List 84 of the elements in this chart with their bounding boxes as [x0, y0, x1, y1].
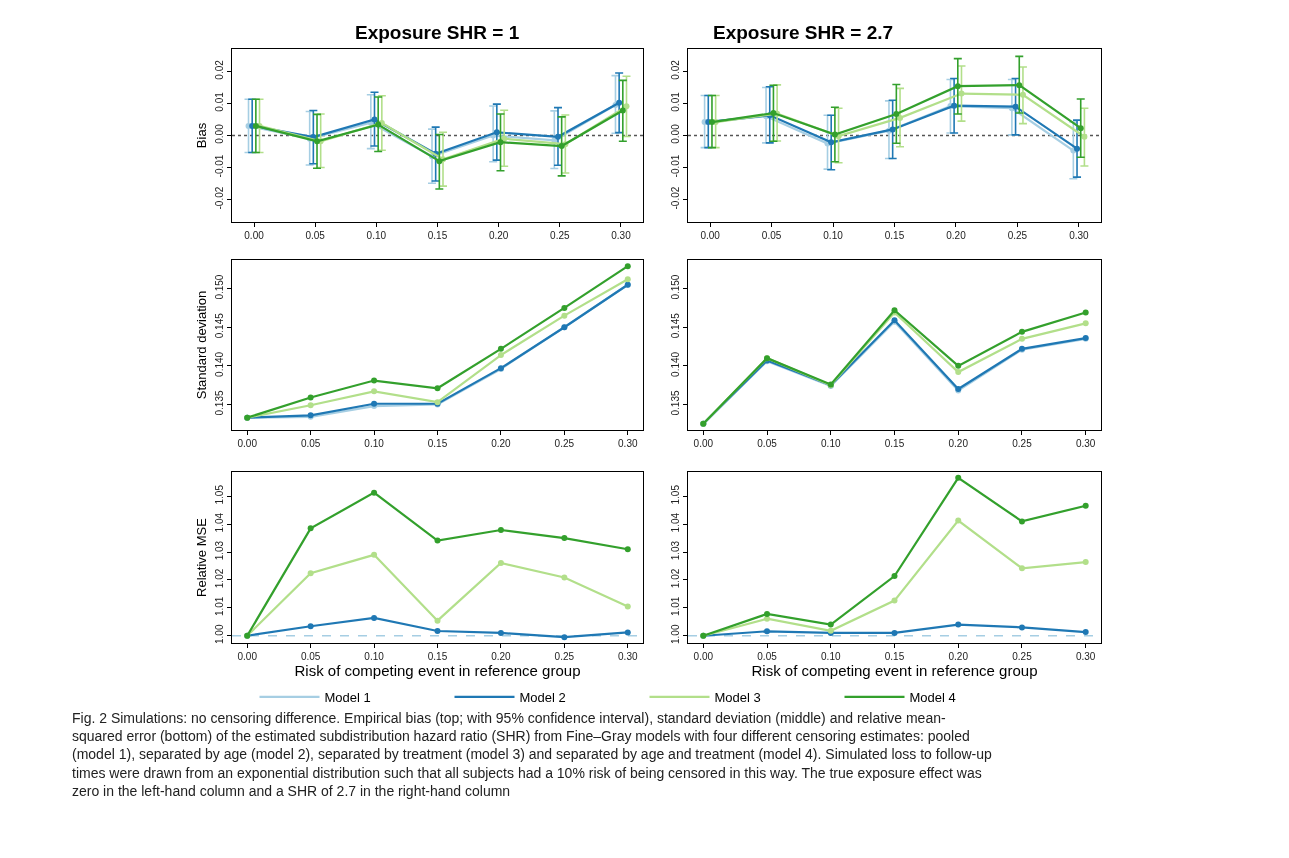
- y-tick-label: 1.00: [670, 624, 681, 644]
- x-tick-label: 0.10: [366, 230, 387, 241]
- x-tick-label: 0.10: [821, 651, 841, 662]
- y-tick-label: 0.00: [214, 123, 225, 144]
- y-tick-label: 1.04: [214, 512, 225, 533]
- x-tick-label: 0.25: [1007, 230, 1028, 241]
- y-tick-label: 0.145: [670, 312, 681, 339]
- y-tick-label: 0.02: [670, 59, 681, 80]
- y-tick-label: -0.02: [214, 186, 225, 210]
- y-tick-label: -0.01: [214, 154, 225, 178]
- chart-title: Exposure SHR = 2.7: [713, 22, 894, 43]
- legend-label: Model 4: [909, 690, 956, 706]
- y-tick-label: 1.05: [670, 484, 681, 505]
- x-tick-label: 0.30: [1075, 438, 1096, 449]
- x-tick-label: 0.20: [488, 230, 509, 241]
- caption: Fig. 2 Simulations: no censoring difference. Empirical bias (top; with 95% confidence interval), standard deviation (middle) and relative mean-squared error (bottom) of the estimated subdistribution hazard ratio (SHR) from Fine–Gray models with four different censoring estimates: pooled (model 1), separated by age (model 2), separated by treatment (model 3) and separated by age and treatment (model 4). Simulated loss to follow-up times were drawn from an exponential distribution such that all subjects had a 10% risk of being censored in this way. The true exposure effect was zero in the left-hand column and a SHR of 2.7 in the right-hand column: [72, 710, 993, 799]
- y-axis-title: Bias: [193, 122, 209, 149]
- legend-label: Model 2: [519, 690, 566, 706]
- x-tick-label: 0.30: [618, 438, 638, 449]
- x-tick-label: 0.05: [300, 651, 321, 662]
- y-tick-label: 1.05: [214, 484, 225, 505]
- y-tick-label: 1.03: [670, 540, 681, 561]
- x-tick-label: 0.20: [491, 651, 512, 662]
- x-tick-label: 0.20: [491, 438, 512, 449]
- x-tick-label: 0.30: [611, 230, 632, 241]
- x-tick-label: 0.10: [821, 438, 841, 449]
- y-tick-label: -0.01: [670, 154, 681, 178]
- x-tick-label: 0.10: [364, 651, 385, 662]
- x-tick-label: 0.05: [305, 230, 326, 241]
- x-axis-title: Risk of competing event in reference group: [294, 662, 581, 679]
- x-tick-label: 0.05: [757, 438, 778, 449]
- x-tick-label: 0.30: [1075, 651, 1096, 662]
- x-tick-label: 0.05: [761, 230, 782, 241]
- y-tick-label: 0.140: [214, 351, 225, 377]
- y-tick-label: 0.00: [670, 123, 681, 144]
- y-tick-label: 0.150: [214, 274, 225, 300]
- x-tick-label: 0.25: [1012, 438, 1033, 449]
- x-tick-label: 0.25: [550, 230, 570, 241]
- y-axis-title: Standard deviation: [193, 290, 209, 400]
- x-tick-label: 0.00: [693, 651, 714, 662]
- x-tick-label: 0.20: [948, 651, 969, 662]
- chart-title: Exposure SHR = 1: [355, 22, 520, 43]
- y-tick-label: 0.01: [670, 91, 681, 112]
- y-tick-label: 0.135: [670, 390, 681, 416]
- y-tick-label: 0.02: [214, 59, 225, 80]
- x-tick-label: 0.15: [884, 230, 905, 241]
- x-tick-label: 0.25: [1012, 651, 1033, 662]
- x-tick-label: 0.25: [554, 651, 575, 662]
- x-tick-label: 0.20: [946, 230, 967, 241]
- x-tick-label: 0.30: [1069, 230, 1090, 241]
- y-tick-label: 0.150: [670, 274, 681, 300]
- x-tick-label: 0.00: [244, 230, 265, 241]
- legend-label: Model 3: [714, 690, 761, 706]
- x-tick-label: 0.00: [693, 438, 714, 449]
- y-tick-label: 1.00: [214, 624, 225, 644]
- x-tick-label: 0.30: [618, 651, 638, 662]
- y-tick-label: 1.02: [670, 568, 681, 589]
- x-tick-label: 0.00: [237, 438, 258, 449]
- y-tick-label: 0.145: [214, 312, 225, 339]
- x-tick-label: 0.25: [554, 438, 575, 449]
- x-axis-title: Risk of competing event in reference group: [751, 662, 1038, 679]
- y-axis-title: Relative MSE: [193, 517, 209, 597]
- y-tick-label: 0.135: [214, 390, 225, 416]
- legend-label: Model 1: [324, 690, 371, 706]
- x-tick-label: 0.15: [884, 438, 905, 449]
- y-tick-label: 0.01: [214, 91, 225, 112]
- y-tick-label: -0.02: [670, 186, 681, 210]
- y-tick-label: 1.04: [670, 512, 681, 533]
- x-tick-label: 0.20: [948, 438, 969, 449]
- x-tick-label: 0.15: [427, 230, 448, 241]
- x-tick-label: 0.15: [427, 651, 448, 662]
- y-tick-label: 1.02: [214, 568, 225, 589]
- x-tick-label: 0.05: [300, 438, 321, 449]
- y-tick-label: 0.140: [670, 351, 681, 377]
- x-tick-label: 0.15: [427, 438, 448, 449]
- x-tick-label: 0.10: [364, 438, 385, 449]
- y-tick-label: 1.01: [214, 596, 225, 617]
- y-tick-label: 1.03: [214, 540, 225, 561]
- x-tick-label: 0.15: [884, 651, 905, 662]
- x-tick-label: 0.00: [237, 651, 258, 662]
- x-tick-label: 0.05: [757, 651, 778, 662]
- y-tick-label: 1.01: [670, 596, 681, 617]
- x-tick-label: 0.10: [823, 230, 844, 241]
- x-tick-label: 0.00: [700, 230, 721, 241]
